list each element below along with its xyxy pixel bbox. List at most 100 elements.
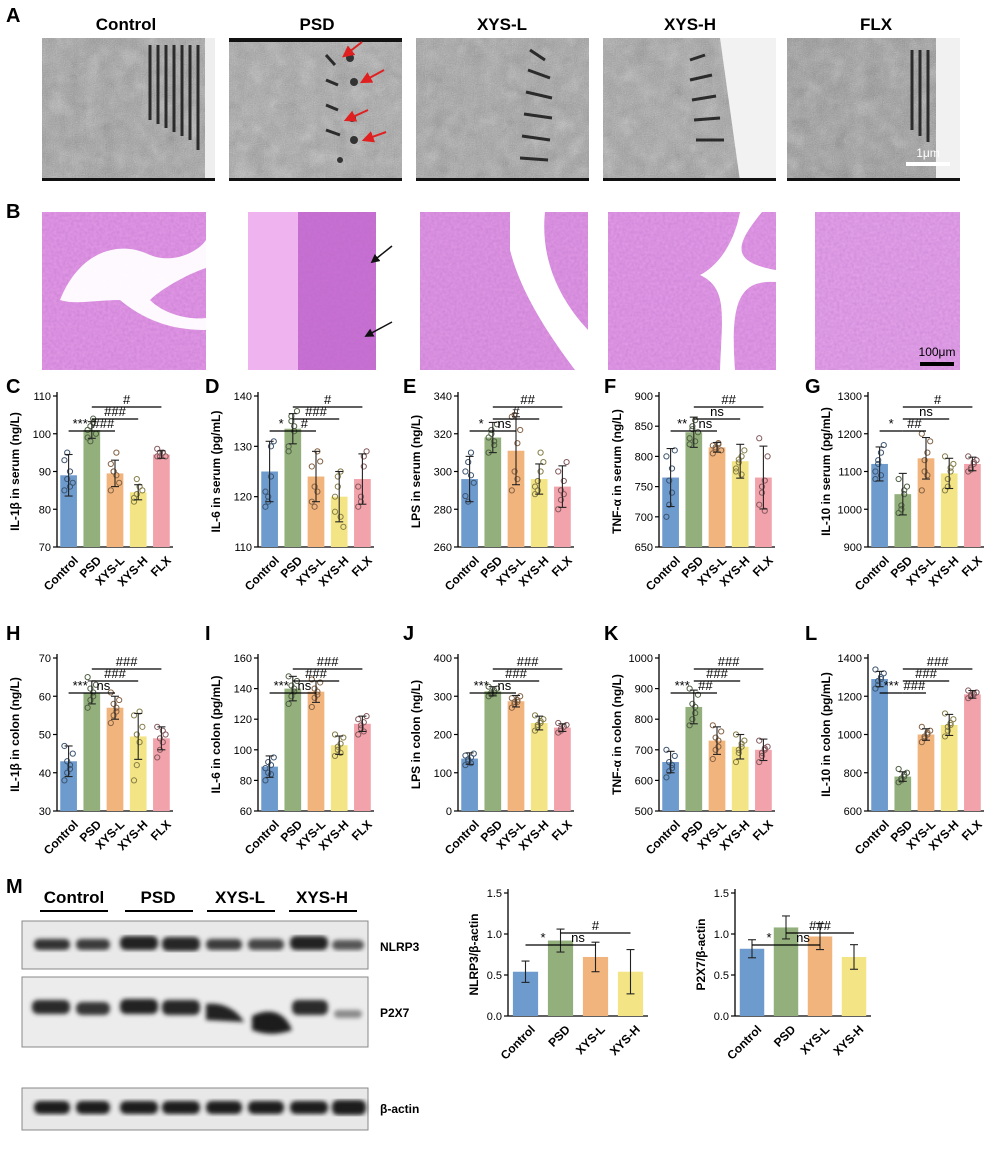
data-point [872,666,879,673]
significance-label: ### [93,416,115,431]
bar-psd [773,927,799,1016]
bar-xys-h [530,479,548,547]
data-point [898,506,905,513]
data-point [668,489,676,496]
panel-letter-a: A [6,5,20,27]
data-point [947,719,954,727]
data-point [758,749,766,756]
x-tick-label: Control [852,553,892,593]
he-image-control [42,212,206,370]
data-point [317,679,324,686]
y-tick-label: 1100 [838,467,862,479]
x-tick-label: FLX [750,817,776,843]
bar-flx [354,723,371,811]
y-tick-label: 300 [434,691,452,703]
data-point [514,698,521,706]
data-point [311,685,318,692]
panel-letter-i: I [205,623,211,645]
y-tick-label: 0.5 [487,970,502,982]
data-point [467,760,475,767]
bar-control [461,479,478,547]
x-tick-label: Control [498,1022,538,1062]
data-point [555,468,562,475]
y-tick-label: 90 [39,467,51,479]
data-point [756,737,763,744]
data-point [761,745,768,752]
significance-label: # [123,392,131,407]
data-point [470,750,477,757]
significance-label: ns [710,404,724,419]
bar-psd [685,706,703,811]
bar-flx [153,738,170,811]
data-point [331,493,339,500]
blot-label-xys-l: XYS-L [215,888,265,907]
data-point [758,489,766,496]
chart-lps-serum: 260 280 300 320 340 LPS in serum (ng/L) Contro… [409,391,575,594]
significance-label: ### [116,654,138,669]
data-point [756,435,763,442]
data-point [511,698,518,706]
tem-image-control [42,38,215,181]
data-point [355,483,362,490]
chart-tnfa-colon: 500 600 700 800 900 1000 TNF-α in colon (ng/L)… [610,653,776,858]
data-point [686,441,693,448]
y-tick-label: 900 [635,684,653,696]
data-point [875,460,882,468]
data-point [265,758,272,766]
y-tick-label: 600 [844,806,862,818]
y-axis-label: NLRP3/β-actin [467,913,481,995]
bar-xys-l [507,701,525,811]
data-point [64,475,71,483]
bar-xys-l [708,740,726,811]
y-tick-label: 400 [434,653,452,665]
x-tick-label: FLX [959,553,985,579]
data-point [357,493,365,500]
y-tick-label: 1000 [838,504,862,516]
bar-control [871,463,888,547]
bar-xys-l [106,473,124,547]
tem-image-flx: 1μm [787,38,960,181]
chart-il6-serum: 110 120 130 140 IL-6 in serum (pg/mL) Control… [209,391,375,594]
data-point [715,743,722,750]
y-tick-label: 70 [39,653,51,665]
data-point [308,463,315,470]
panel-letter-h: H [6,623,20,645]
data-point [357,722,365,729]
chart-il1b-serum: 70 80 90 100 110 IL-1β in serum (ng/L) Control… [8,391,174,594]
data-point [267,473,275,480]
significance-label: ## [721,392,736,407]
bands-nlrp3 [34,936,364,951]
data-point [107,460,114,468]
data-point [291,688,298,695]
bar-psd [894,494,912,547]
significance-label: ### [927,654,949,669]
bar-psd [284,428,302,547]
significance-label: ### [305,404,327,419]
panel-letter-l: L [805,623,817,645]
scale-bar-label-100um: 100μm [919,345,956,359]
y-tick-label: 900 [844,542,862,554]
data-point [718,447,725,454]
data-point [107,719,114,727]
significance-label: ns [571,930,585,945]
chart-il6-colon: 60 80 100 120 140 160 IL-6 in colon (pg/mL) Con… [209,653,375,858]
data-point [712,734,719,741]
data-point [517,426,524,434]
data-point [709,450,716,457]
data-point [758,752,766,760]
significance-label: # [324,392,332,407]
data-point [334,483,341,490]
significance-label: *** [474,678,489,693]
data-point [64,758,71,765]
bar-xys-l [708,447,726,547]
bar-flx [153,454,170,547]
bar-psd [685,432,703,547]
tem-title-control: Control [96,15,156,34]
y-tick-label: 140 [234,391,252,403]
data-point [761,477,768,484]
data-point [139,723,146,730]
data-point [133,762,140,769]
x-tick-label: FLX [349,817,375,843]
data-point [311,483,318,490]
